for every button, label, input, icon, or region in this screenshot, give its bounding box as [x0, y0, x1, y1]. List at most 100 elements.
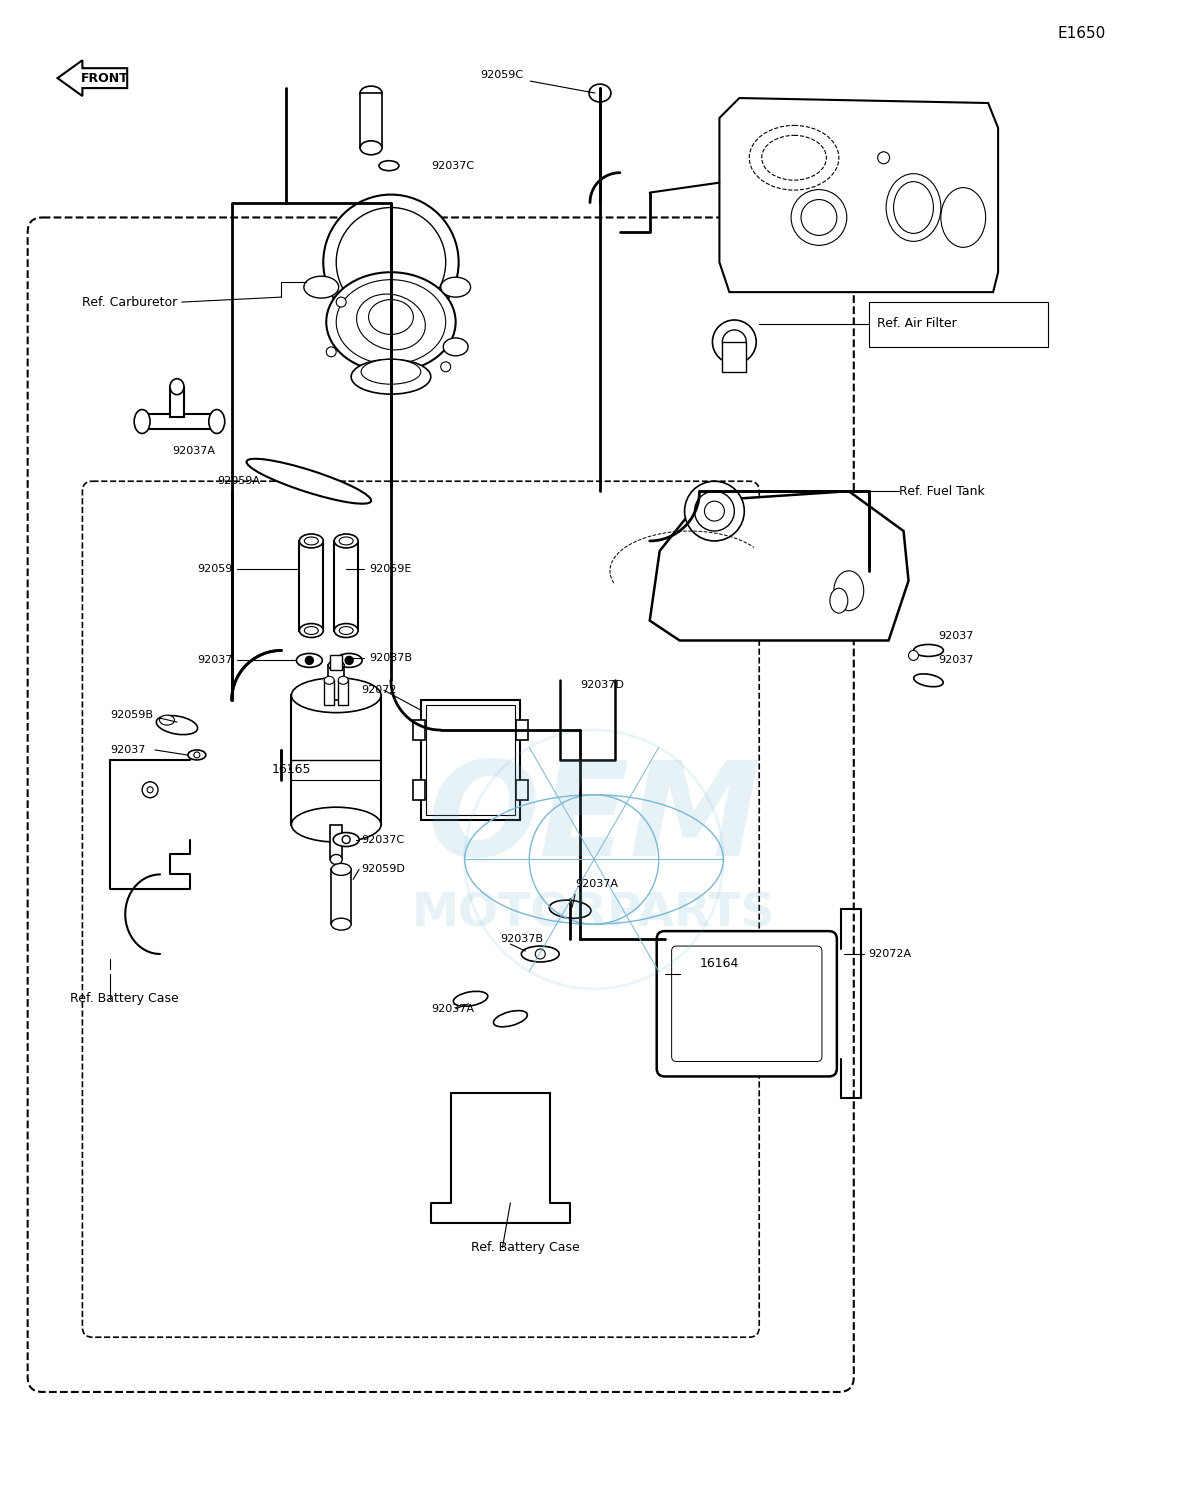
Text: 92037D: 92037D — [580, 680, 624, 690]
Text: OEM: OEM — [428, 756, 760, 884]
Text: Ref. Battery Case: Ref. Battery Case — [70, 992, 179, 1006]
Ellipse shape — [360, 86, 383, 100]
Circle shape — [441, 362, 450, 372]
Text: 92037A: 92037A — [575, 879, 618, 890]
Text: Ref. Fuel Tank: Ref. Fuel Tank — [898, 485, 985, 497]
Bar — [330, 655, 342, 671]
Bar — [421, 701, 520, 820]
Circle shape — [878, 152, 890, 164]
Ellipse shape — [368, 299, 413, 335]
Polygon shape — [57, 60, 127, 97]
Circle shape — [791, 189, 847, 246]
Ellipse shape — [340, 537, 353, 545]
Ellipse shape — [304, 626, 318, 634]
Ellipse shape — [299, 534, 323, 548]
Ellipse shape — [331, 918, 352, 930]
Ellipse shape — [340, 626, 353, 634]
Ellipse shape — [589, 85, 611, 103]
Text: 16165: 16165 — [272, 763, 311, 777]
Ellipse shape — [331, 863, 352, 875]
Ellipse shape — [441, 277, 470, 298]
Circle shape — [143, 781, 158, 798]
Bar — [324, 680, 334, 705]
FancyBboxPatch shape — [657, 931, 836, 1076]
Ellipse shape — [493, 1010, 527, 1027]
Text: Ref. Battery Case: Ref. Battery Case — [470, 1241, 580, 1254]
Ellipse shape — [304, 537, 318, 545]
Ellipse shape — [914, 644, 943, 656]
Ellipse shape — [522, 946, 560, 961]
Circle shape — [336, 298, 346, 307]
Ellipse shape — [333, 833, 359, 847]
Text: 92037: 92037 — [939, 631, 974, 640]
Ellipse shape — [159, 716, 175, 725]
Bar — [331, 869, 352, 924]
Ellipse shape — [328, 661, 345, 671]
Ellipse shape — [886, 174, 941, 241]
Text: 92072: 92072 — [361, 686, 397, 695]
Text: 92059B: 92059B — [110, 710, 153, 720]
Circle shape — [346, 656, 353, 664]
Ellipse shape — [134, 409, 150, 433]
Polygon shape — [650, 491, 909, 640]
Text: 92037A: 92037A — [172, 446, 215, 457]
Ellipse shape — [157, 716, 197, 735]
Bar — [330, 824, 342, 860]
Circle shape — [305, 656, 314, 664]
Bar — [722, 342, 746, 372]
Ellipse shape — [549, 900, 590, 918]
Ellipse shape — [352, 359, 431, 394]
Bar — [291, 695, 381, 824]
Text: Ref. Carburetor: Ref. Carburetor — [82, 296, 178, 308]
Ellipse shape — [334, 623, 358, 637]
Text: E1650: E1650 — [1057, 25, 1106, 40]
Circle shape — [194, 751, 200, 757]
Ellipse shape — [324, 677, 334, 684]
Ellipse shape — [914, 674, 943, 687]
Bar — [339, 680, 348, 705]
Ellipse shape — [379, 161, 399, 171]
Circle shape — [536, 949, 545, 958]
Ellipse shape — [360, 141, 383, 155]
Ellipse shape — [330, 854, 342, 865]
Text: 16164: 16164 — [700, 957, 739, 970]
Bar — [517, 720, 529, 740]
Ellipse shape — [247, 458, 371, 504]
Text: 92059D: 92059D — [361, 865, 405, 875]
Ellipse shape — [750, 125, 839, 190]
FancyBboxPatch shape — [671, 946, 822, 1061]
Circle shape — [147, 787, 153, 793]
Text: 92059E: 92059E — [369, 564, 411, 574]
Ellipse shape — [941, 187, 986, 247]
Ellipse shape — [188, 750, 206, 760]
Ellipse shape — [291, 679, 381, 713]
Ellipse shape — [893, 182, 934, 234]
Bar — [143, 414, 216, 430]
Bar — [299, 542, 323, 631]
Text: 92037: 92037 — [110, 745, 146, 754]
Ellipse shape — [170, 379, 184, 394]
Circle shape — [801, 199, 836, 235]
Text: 92037A: 92037A — [431, 1004, 474, 1013]
Ellipse shape — [356, 295, 425, 350]
Text: 92059A: 92059A — [216, 476, 260, 487]
Circle shape — [336, 207, 446, 317]
Text: 92037B: 92037B — [500, 934, 543, 943]
Circle shape — [323, 195, 459, 330]
Circle shape — [695, 491, 734, 531]
Ellipse shape — [361, 359, 421, 384]
Ellipse shape — [296, 653, 322, 667]
Circle shape — [684, 481, 745, 542]
Bar — [425, 705, 516, 814]
Ellipse shape — [339, 677, 348, 684]
Ellipse shape — [336, 280, 446, 365]
Text: 92037C: 92037C — [361, 835, 404, 845]
Ellipse shape — [454, 991, 488, 1006]
Text: 92037B: 92037B — [369, 653, 412, 664]
Bar — [334, 542, 358, 631]
Polygon shape — [720, 98, 998, 292]
Ellipse shape — [291, 806, 381, 842]
Text: 92059C: 92059C — [480, 70, 524, 80]
Circle shape — [713, 320, 757, 363]
Bar — [413, 720, 425, 740]
